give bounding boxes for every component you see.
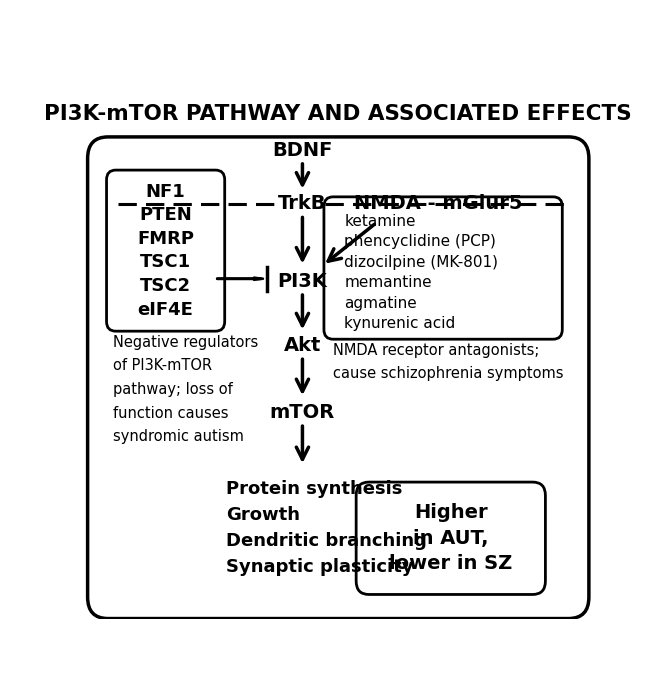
Text: eIF4E: eIF4E bbox=[138, 301, 193, 319]
Text: NMDA - mGlur5: NMDA - mGlur5 bbox=[354, 195, 522, 213]
Text: memantine: memantine bbox=[345, 275, 432, 291]
Text: cause schizophrenia symptoms: cause schizophrenia symptoms bbox=[333, 366, 564, 382]
Text: NF1: NF1 bbox=[146, 183, 185, 201]
Text: Growth: Growth bbox=[226, 506, 300, 524]
FancyBboxPatch shape bbox=[324, 197, 562, 339]
Text: Akt: Akt bbox=[284, 336, 321, 355]
Text: pathway; loss of: pathway; loss of bbox=[114, 382, 233, 397]
Text: syndromic autism: syndromic autism bbox=[114, 429, 244, 444]
Text: Dendritic branching: Dendritic branching bbox=[226, 532, 426, 550]
Text: PI3K: PI3K bbox=[278, 272, 327, 291]
Text: TSC2: TSC2 bbox=[140, 277, 191, 295]
Text: in AUT,: in AUT, bbox=[413, 529, 488, 548]
FancyBboxPatch shape bbox=[88, 137, 589, 619]
FancyBboxPatch shape bbox=[356, 482, 545, 594]
Text: TrkB: TrkB bbox=[279, 195, 327, 213]
Text: Protein synthesis: Protein synthesis bbox=[226, 480, 402, 498]
Text: dizocilpine (MK-801): dizocilpine (MK-801) bbox=[345, 254, 498, 270]
Text: PI3K-mTOR PATHWAY AND ASSOCIATED EFFECTS: PI3K-mTOR PATHWAY AND ASSOCIATED EFFECTS bbox=[44, 104, 632, 124]
Text: phencyclidine (PCP): phencyclidine (PCP) bbox=[345, 234, 496, 250]
Text: Negative regulators: Negative regulators bbox=[114, 335, 259, 350]
Text: function causes: function causes bbox=[114, 406, 228, 420]
Text: FMRP: FMRP bbox=[137, 230, 194, 248]
Text: NMDA receptor antagonists;: NMDA receptor antagonists; bbox=[333, 343, 539, 358]
Text: of PI3K-mTOR: of PI3K-mTOR bbox=[114, 359, 213, 373]
Text: PTEN: PTEN bbox=[139, 206, 192, 224]
Text: ketamine: ketamine bbox=[345, 213, 416, 229]
Text: lower in SZ: lower in SZ bbox=[389, 555, 512, 573]
Text: agmatine: agmatine bbox=[345, 295, 417, 311]
Text: BDNF: BDNF bbox=[273, 141, 333, 160]
Text: kynurenic acid: kynurenic acid bbox=[345, 316, 455, 332]
Text: TSC1: TSC1 bbox=[140, 254, 191, 272]
FancyBboxPatch shape bbox=[106, 170, 224, 332]
Text: Synaptic plasticity: Synaptic plasticity bbox=[226, 557, 413, 575]
Text: mTOR: mTOR bbox=[270, 403, 335, 422]
Text: Higher: Higher bbox=[414, 503, 488, 522]
